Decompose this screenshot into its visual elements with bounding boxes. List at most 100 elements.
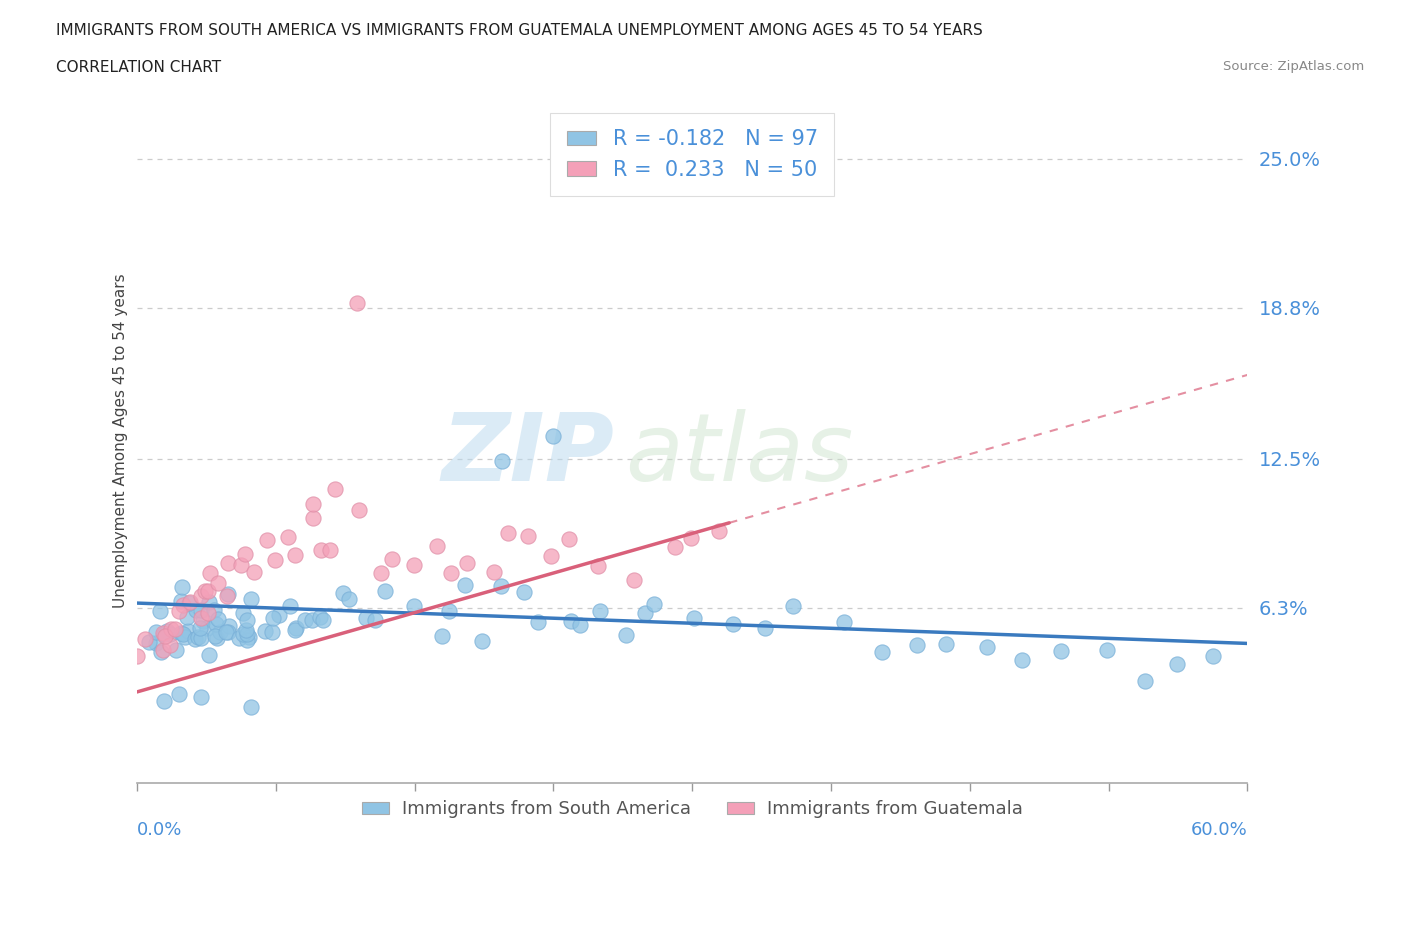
Point	[202, 603, 225, 618]
Text: 60.0%: 60.0%	[1191, 821, 1247, 839]
Point	[197, 584, 219, 599]
Point	[262, 610, 284, 625]
Point	[187, 630, 209, 644]
Point	[404, 558, 426, 573]
Legend: Immigrants from South America, Immigrants from Guatemala: Immigrants from South America, Immigrant…	[354, 793, 1029, 826]
Text: CORRELATION CHART: CORRELATION CHART	[56, 60, 221, 75]
Point	[560, 614, 582, 629]
Point	[207, 576, 229, 591]
Point	[267, 607, 290, 622]
Point	[1049, 644, 1071, 658]
Point	[172, 598, 194, 613]
Point	[215, 625, 238, 640]
Point	[1133, 673, 1156, 688]
Y-axis label: Unemployment Among Ages 45 to 54 years: Unemployment Among Ages 45 to 54 years	[114, 273, 128, 608]
Point	[374, 584, 396, 599]
Point	[205, 631, 228, 645]
Point	[1011, 653, 1033, 668]
Point	[558, 531, 581, 546]
Point	[935, 636, 957, 651]
Point	[184, 603, 207, 618]
Point	[177, 624, 200, 639]
Point	[172, 626, 194, 641]
Point	[426, 538, 449, 553]
Point	[207, 611, 229, 626]
Point	[782, 598, 804, 613]
Point	[278, 598, 301, 613]
Point	[589, 604, 612, 618]
Point	[160, 621, 183, 636]
Point	[176, 609, 198, 624]
Point	[240, 699, 263, 714]
Point	[309, 609, 332, 624]
Point	[354, 611, 377, 626]
Point	[236, 627, 259, 642]
Point	[238, 630, 260, 644]
Point	[370, 565, 392, 580]
Point	[284, 620, 307, 635]
Point	[905, 637, 928, 652]
Point	[439, 604, 461, 618]
Point	[240, 592, 263, 607]
Text: ZIP: ZIP	[441, 408, 614, 500]
Point	[233, 547, 256, 562]
Point	[134, 631, 156, 646]
Point	[643, 596, 665, 611]
Point	[197, 605, 219, 620]
Text: IMMIGRANTS FROM SOUTH AMERICA VS IMMIGRANTS FROM GUATEMALA UNEMPLOYMENT AMONG AG: IMMIGRANTS FROM SOUTH AMERICA VS IMMIGRA…	[56, 23, 983, 38]
Point	[432, 629, 454, 644]
Point	[723, 617, 745, 631]
Point	[540, 549, 562, 564]
Point	[236, 613, 259, 628]
Point	[301, 613, 323, 628]
Point	[179, 595, 201, 610]
Point	[302, 497, 325, 512]
Point	[526, 615, 548, 630]
Point	[125, 648, 148, 663]
Point	[319, 542, 342, 557]
Point	[1166, 657, 1188, 671]
Point	[543, 429, 565, 444]
Point	[152, 625, 174, 640]
Point	[681, 531, 703, 546]
Point	[155, 623, 177, 638]
Point	[284, 548, 307, 563]
Point	[337, 591, 360, 606]
Point	[381, 551, 404, 566]
Point	[491, 579, 513, 594]
Point	[976, 640, 998, 655]
Point	[634, 605, 657, 620]
Point	[152, 643, 174, 658]
Point	[683, 610, 706, 625]
Point	[456, 556, 478, 571]
Point	[256, 533, 278, 548]
Point	[347, 502, 370, 517]
Point	[440, 565, 463, 580]
Point	[294, 612, 316, 627]
Point	[754, 621, 776, 636]
Point	[169, 687, 191, 702]
Point	[332, 585, 354, 600]
Point	[198, 648, 221, 663]
Point	[217, 587, 239, 602]
Point	[205, 617, 228, 631]
Point	[153, 694, 176, 709]
Text: Source: ZipAtlas.com: Source: ZipAtlas.com	[1223, 60, 1364, 73]
Text: atlas: atlas	[626, 409, 853, 500]
Point	[232, 627, 254, 642]
Point	[145, 635, 167, 650]
Point	[184, 631, 207, 646]
Point	[664, 539, 686, 554]
Point	[165, 643, 187, 658]
Point	[235, 622, 257, 637]
Point	[496, 525, 519, 540]
Point	[179, 595, 201, 610]
Point	[191, 614, 214, 629]
Point	[153, 627, 176, 642]
Point	[614, 628, 637, 643]
Point	[195, 620, 218, 635]
Point	[197, 594, 219, 609]
Point	[228, 631, 250, 645]
Point	[217, 589, 239, 604]
Point	[253, 623, 276, 638]
